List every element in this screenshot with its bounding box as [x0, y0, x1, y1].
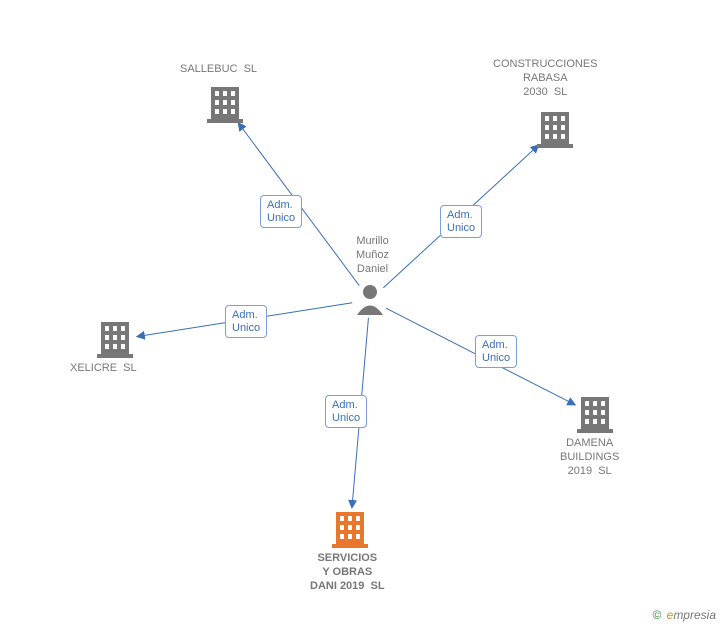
company-node-label: SALLEBUC SL — [180, 63, 257, 77]
building-icon — [97, 322, 133, 358]
edge-label: Adm. Unico — [440, 205, 482, 238]
company-node-label: SERVICIOS Y OBRAS DANI 2019 SL — [310, 552, 385, 593]
brand-rest: mpresia — [673, 608, 716, 622]
company-node-label: DAMENA BUILDINGS 2019 SL — [560, 437, 619, 478]
edge-label: Adm. Unico — [260, 195, 302, 228]
edge-label: Adm. Unico — [325, 395, 367, 428]
edge-label: Adm. Unico — [225, 305, 267, 338]
diagram-svg — [0, 0, 728, 630]
copyright-symbol: © — [652, 608, 661, 622]
company-node-label: CONSTRUCCIONES RABASA 2030 SL — [493, 58, 598, 99]
building-icon — [207, 87, 243, 123]
building-icon — [332, 512, 368, 548]
building-icon — [537, 112, 573, 148]
center-node-label: Murillo Muñoz Daniel — [356, 235, 389, 276]
building-icon — [577, 397, 613, 433]
edge-label: Adm. Unico — [475, 335, 517, 368]
footer-attribution: © empresia — [652, 608, 716, 622]
person-icon — [357, 285, 383, 315]
company-node-label: XELICRE SL — [70, 362, 137, 376]
